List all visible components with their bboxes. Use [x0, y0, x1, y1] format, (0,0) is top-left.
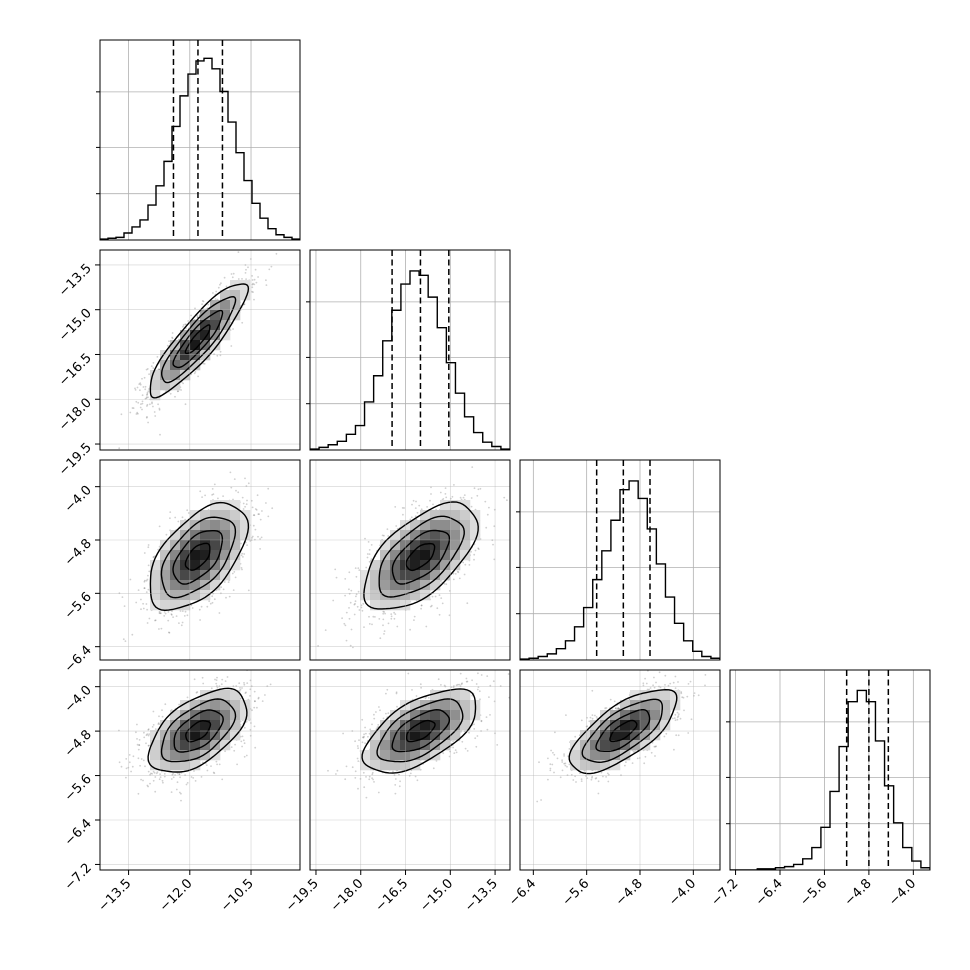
x-tick-label: −7.2 — [708, 876, 741, 909]
contour-level-3 — [160, 698, 237, 763]
panel-frame — [309, 459, 511, 661]
contour-level-3 — [161, 295, 237, 384]
x-axis-param-4: −7.2 −6.4 −5.6 −4.8 −4.0 — [708, 870, 919, 909]
histogram-panel-4 — [726, 669, 931, 871]
histogram-bars — [520, 480, 720, 660]
density-cells — [150, 690, 251, 771]
x-tick-label: −19.5 — [283, 876, 322, 915]
contour-level-2 — [173, 709, 224, 753]
contour-level-2 — [391, 708, 450, 753]
contour-level-3 — [160, 516, 237, 599]
y-tick-label: −7.2 — [62, 861, 95, 894]
histogram-panel-1 — [96, 39, 301, 241]
y-axis-param-3: −6.4 −5.6 −4.8 −4.0 — [62, 483, 100, 676]
x-tick-label: −4.0 — [886, 876, 919, 909]
y-tick-label: −19.5 — [56, 440, 95, 479]
y-tick-label: −18.0 — [56, 395, 95, 434]
y-tick-label: −4.0 — [62, 483, 95, 516]
density-cells — [360, 500, 481, 611]
x-tick-label: −4.0 — [666, 876, 699, 909]
contour-level-3 — [376, 698, 464, 763]
x-tick-label: −6.4 — [753, 876, 786, 909]
contour-level-4 — [361, 688, 477, 774]
panel-frame — [99, 669, 301, 871]
contour-level-4 — [149, 501, 250, 612]
contour-level-1 — [184, 324, 211, 355]
x-tick-label: −13.5 — [462, 876, 501, 915]
x-tick-label: −4.8 — [613, 876, 646, 909]
panel-frame — [309, 669, 511, 871]
contour-level-4 — [568, 688, 678, 775]
contour-level-3 — [581, 698, 663, 764]
panel-frame — [729, 669, 931, 871]
y-tick-label: −15.0 — [56, 306, 95, 345]
contour-level-2 — [595, 709, 651, 752]
panel-frame — [99, 39, 301, 241]
histogram-bars — [100, 57, 300, 240]
contour-level-1 — [405, 542, 436, 572]
x-tick-label: −5.6 — [560, 876, 593, 909]
x-tick-label: −12.0 — [157, 876, 196, 915]
y-tick-label: −4.8 — [62, 536, 95, 569]
histogram-panel-2 — [306, 249, 511, 451]
panel-frame — [99, 459, 301, 661]
x-tick-label: −16.5 — [373, 876, 412, 915]
x-tick-label: −4.8 — [842, 876, 875, 909]
contour-level-1 — [406, 719, 436, 743]
scatter-panel-1-2 — [99, 249, 301, 451]
density-cells — [150, 500, 251, 611]
x-tick-label: −6.4 — [506, 876, 539, 909]
contour-level-1 — [609, 719, 638, 743]
x-tick-label: −18.0 — [328, 876, 367, 915]
panel-frame — [519, 459, 721, 661]
contour-level-1 — [184, 542, 211, 571]
y-tick-label: −13.5 — [56, 261, 95, 300]
scatter-panel-2-4 — [309, 669, 511, 871]
x-tick-label: −5.6 — [797, 876, 830, 909]
x-tick-label: −15.0 — [417, 876, 456, 915]
y-tick-label: −5.6 — [62, 772, 95, 805]
x-axis-param-1: −13.5 −12.0 −10.5 — [96, 870, 257, 915]
panel-frame — [519, 669, 721, 871]
panel-frame — [99, 249, 301, 451]
histogram-bars — [310, 270, 510, 450]
y-tick-label: −6.4 — [62, 643, 95, 676]
panel-frame — [309, 249, 511, 451]
histogram-panel-3 — [516, 459, 721, 661]
histogram-bars — [730, 689, 930, 870]
contour-level-4 — [149, 283, 250, 399]
y-tick-label: −4.0 — [62, 683, 95, 716]
contour-level-2 — [172, 309, 224, 369]
x-axis-param-3: −6.4 −5.6 −4.8 −4.0 — [506, 870, 699, 909]
contour-level-2 — [172, 530, 224, 585]
scatter-panel-2-3 — [309, 459, 511, 661]
x-axis-param-2: −19.5 −18.0 −16.5 −15.0 −13.5 — [283, 870, 501, 915]
contour-level-2 — [391, 529, 451, 585]
y-tick-label: −6.4 — [62, 816, 95, 849]
contour-level-4 — [363, 501, 479, 610]
y-tick-label: −5.6 — [62, 590, 95, 623]
scatter-panel-1-4 — [99, 669, 301, 871]
contour-level-4 — [147, 687, 248, 773]
y-tick-label: −16.5 — [56, 351, 95, 390]
scatter-panel-1-3 — [99, 459, 301, 661]
contour-level-1 — [185, 720, 212, 743]
scatter-panel-3-4 — [519, 669, 721, 871]
y-axis-param-2: −19.5 −18.0 −16.5 −15.0 −13.5 — [56, 261, 100, 479]
x-tick-label: −13.5 — [96, 876, 135, 915]
y-axis-param-4: −7.2 −6.4 −5.6 −4.8 −4.0 — [62, 683, 100, 894]
x-tick-label: −10.5 — [218, 876, 257, 915]
y-tick-label: −4.8 — [62, 727, 95, 760]
